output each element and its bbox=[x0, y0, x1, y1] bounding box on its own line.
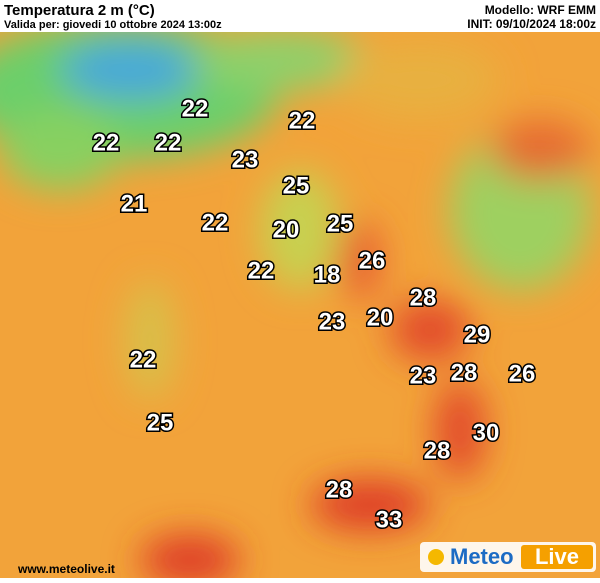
temperature-label: 25 bbox=[147, 409, 174, 436]
temperature-label: 22 bbox=[202, 209, 229, 236]
temperature-label: 20 bbox=[367, 304, 394, 331]
temperature-label: 25 bbox=[283, 172, 310, 199]
temperature-label: 22 bbox=[248, 257, 275, 284]
init: INIT: 09/10/2024 18:00z bbox=[467, 17, 596, 31]
model: Modello: WRF EMM bbox=[485, 3, 596, 17]
temperature-label: 22 bbox=[93, 129, 120, 156]
logo-badge bbox=[521, 545, 593, 569]
temperature-label: 25 bbox=[327, 210, 354, 237]
temperature-label: 22 bbox=[130, 346, 157, 373]
website: www.meteolive.it bbox=[17, 562, 115, 576]
temperature-label: 28 bbox=[424, 437, 451, 464]
temperature-label: 26 bbox=[509, 360, 536, 387]
temperature-label: 22 bbox=[155, 129, 182, 156]
temperature-label: 28 bbox=[326, 476, 353, 503]
temperature-label: 23 bbox=[319, 308, 346, 335]
temperature-label: 21 bbox=[121, 190, 148, 217]
temperature-label: 26 bbox=[359, 247, 386, 274]
temperature-field bbox=[0, 20, 590, 583]
logo-left: Meteo bbox=[450, 544, 514, 569]
logo-right: Live bbox=[535, 544, 579, 569]
temperature-label: 22 bbox=[289, 107, 316, 134]
temperature-label: 20 bbox=[273, 216, 300, 243]
logo-sun bbox=[428, 549, 444, 565]
subtitle: Valida per: giovedi 10 ottobre 2024 13:0… bbox=[4, 19, 222, 31]
temperature-label: 23 bbox=[232, 146, 259, 173]
temperature-label: 22 bbox=[182, 95, 209, 122]
header-band bbox=[0, 0, 600, 32]
temperature-label: 28 bbox=[410, 284, 437, 311]
temperature-label: 18 bbox=[314, 261, 341, 288]
temperature-label: 29 bbox=[464, 321, 491, 348]
temperature-label: 33 bbox=[376, 506, 403, 533]
temperature-label: 23 bbox=[410, 362, 437, 389]
title: Temperatura 2 m (°C) bbox=[4, 2, 155, 19]
temperature-label: 30 bbox=[473, 419, 500, 446]
temperature-label: 28 bbox=[451, 359, 478, 386]
